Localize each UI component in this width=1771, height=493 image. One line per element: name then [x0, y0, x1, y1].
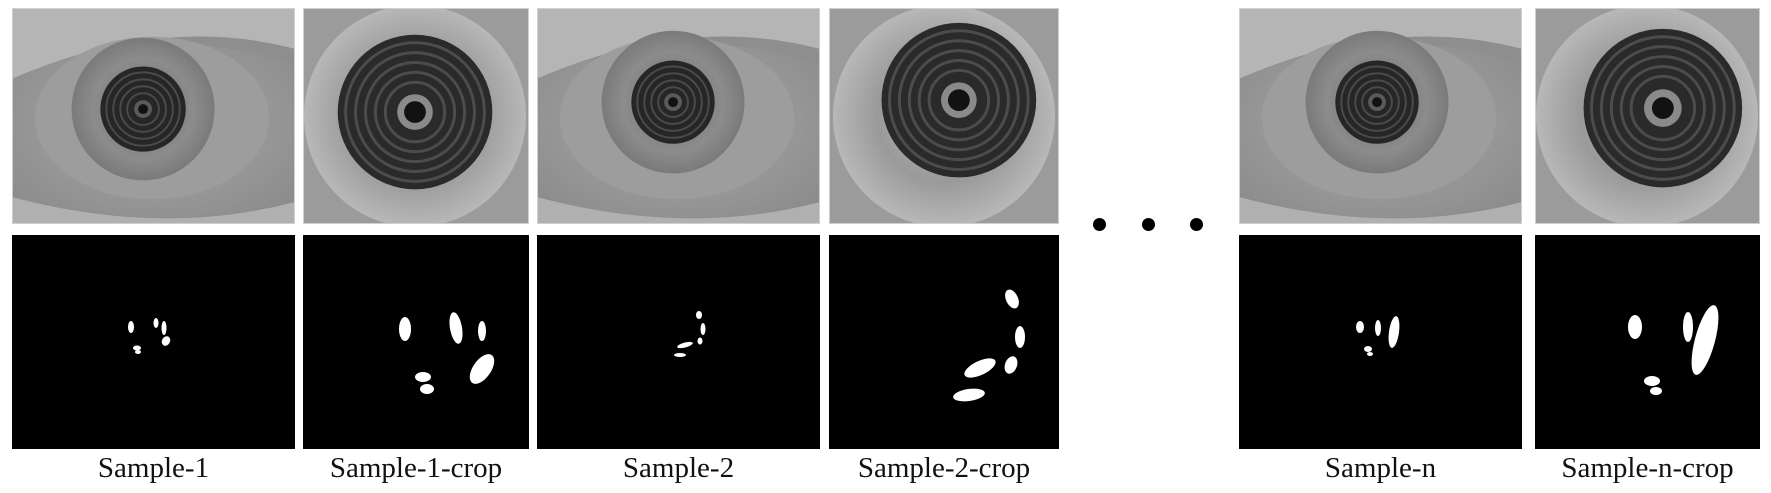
mask-sample-1-crop	[303, 235, 529, 449]
caption-sample-1-crop: Sample-1-crop	[329, 452, 503, 484]
eye-image-sample-2	[537, 8, 820, 224]
caption-sample-2: Sample-2	[622, 452, 735, 484]
mask-sample-n-crop	[1535, 235, 1760, 449]
eye-image-sample-n	[1239, 8, 1522, 224]
mask-sample-2-crop	[829, 235, 1059, 449]
ellipsis-dots	[1085, 218, 1220, 242]
eye-image-sample-1	[12, 8, 295, 224]
caption-sample-2-crop: Sample-2-crop	[857, 452, 1031, 484]
caption-sample-n-crop: Sample-n-crop	[1561, 452, 1734, 484]
eye-image-sample-1-crop	[303, 8, 529, 224]
mask-sample-n	[1239, 235, 1522, 449]
eye-image-sample-n-crop	[1535, 8, 1760, 224]
eye-image-sample-2-crop	[829, 8, 1059, 224]
caption-sample-1: Sample-1	[97, 452, 210, 484]
mask-sample-1	[12, 235, 295, 449]
mask-sample-2	[537, 235, 820, 449]
dot-1	[1093, 218, 1106, 231]
caption-sample-n: Sample-n	[1324, 452, 1437, 484]
dot-3	[1190, 218, 1203, 231]
dot-2	[1142, 218, 1155, 231]
